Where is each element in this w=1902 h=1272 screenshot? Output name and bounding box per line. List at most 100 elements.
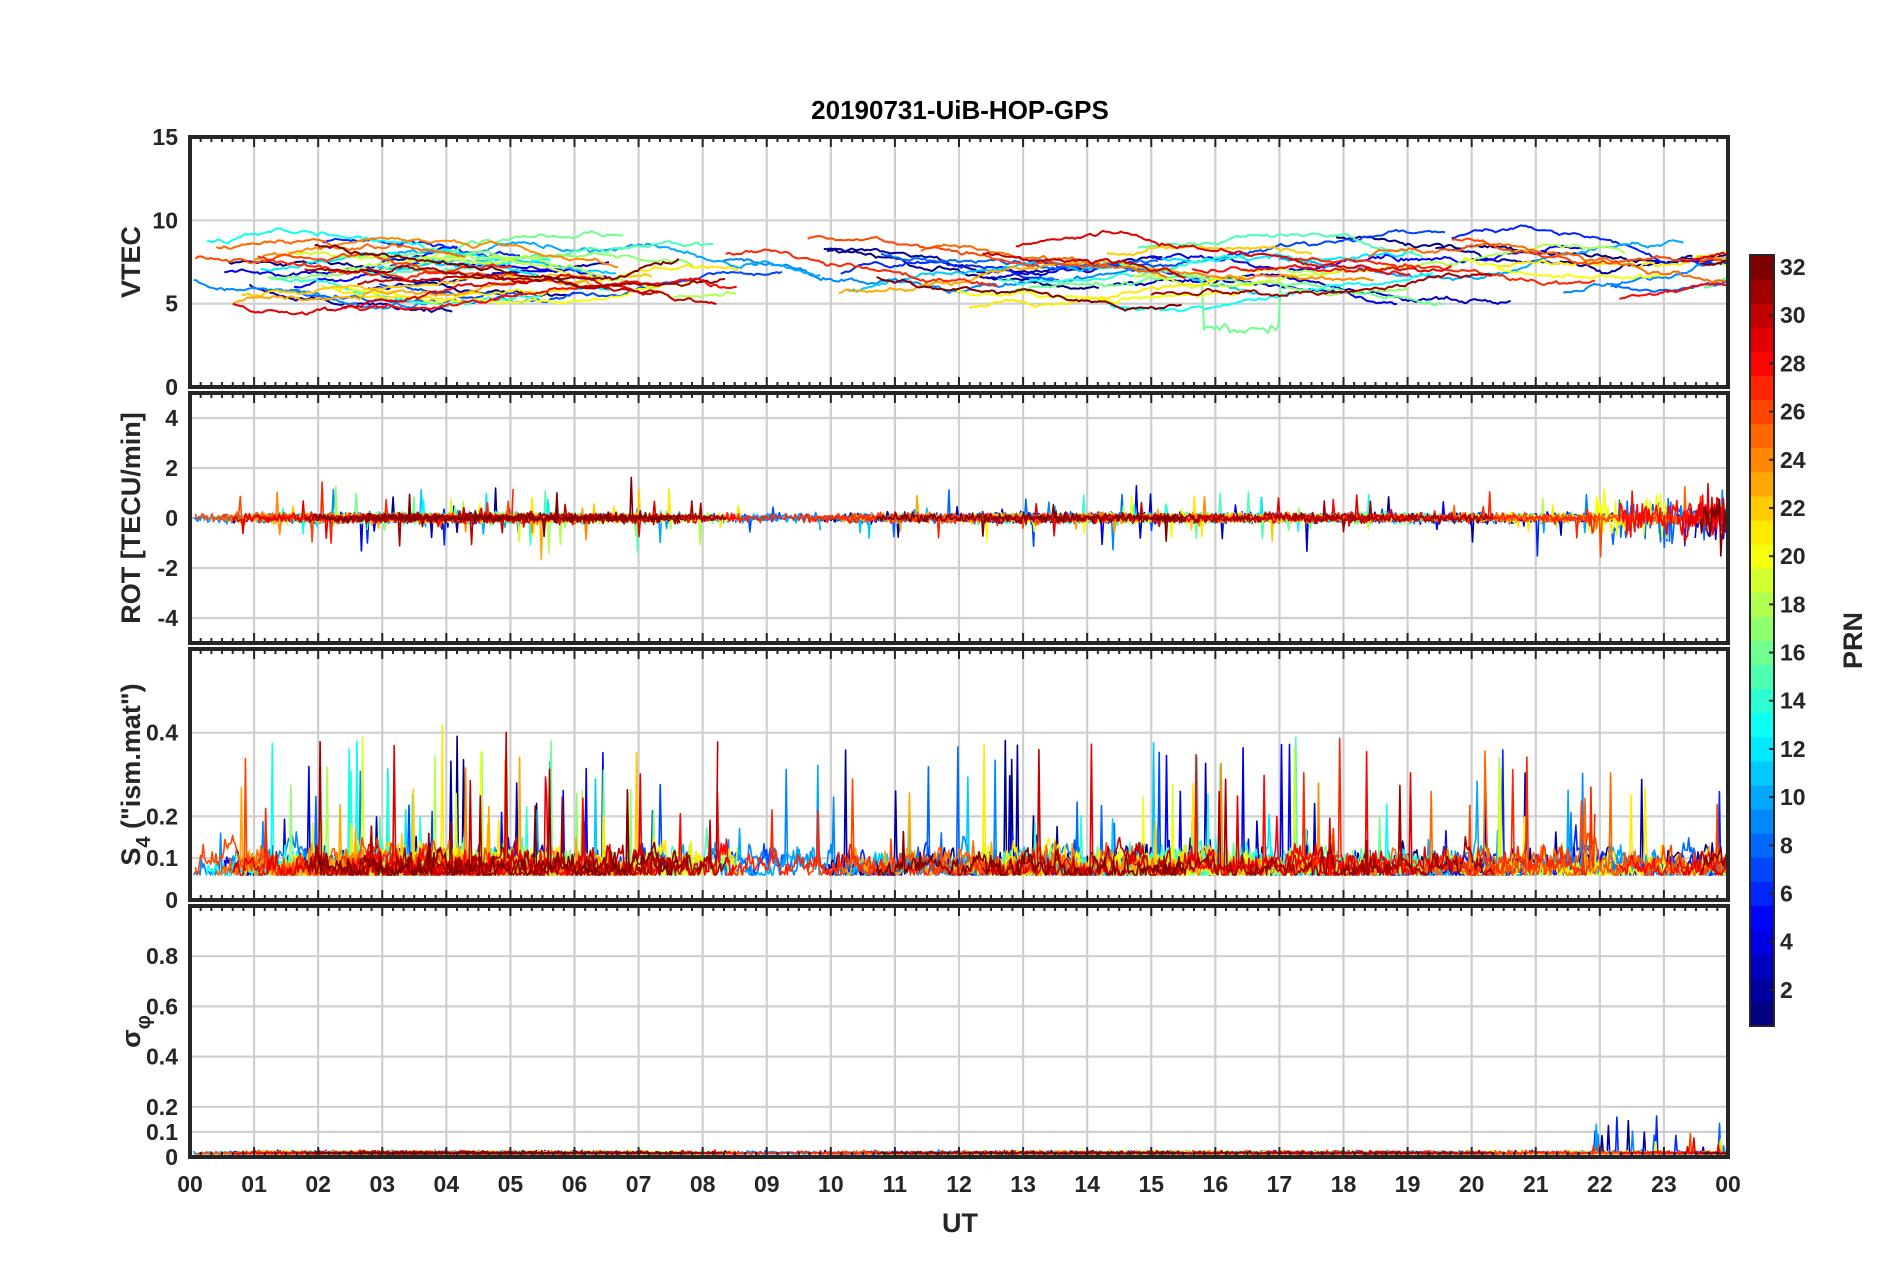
series-line-prn-13: [206, 227, 551, 266]
panel-sigma_phi-ylabel: σφ: [116, 1015, 155, 1048]
x-tick-label: 10: [818, 1171, 844, 1197]
colorbar-tick-label: 20: [1780, 543, 1806, 569]
x-tick-label: 12: [946, 1171, 972, 1197]
series-line-prn-8: [1610, 280, 1727, 293]
colorbar-tick-label: 18: [1780, 591, 1806, 617]
series-line-prn-6: [840, 260, 1059, 282]
panel-rot-ylabel: ROT [TECU/min]: [116, 412, 146, 623]
panel-rot-ytick-label: 0: [165, 505, 178, 531]
series-line-prn-20: [955, 290, 1246, 305]
panel-rot-ytick-label: -4: [158, 605, 179, 631]
series-line-prn-21: [321, 263, 741, 303]
x-tick-label: 11: [883, 1171, 908, 1197]
colorbar-segment: [1750, 712, 1774, 738]
panel-s4: 0 0.1 0.2 0.4S4 ("ism.mat"): [116, 647, 1730, 913]
series-line-prn-31: [1150, 500, 1494, 533]
panel-vtec-ytick-label: 10: [152, 207, 178, 233]
colorbar-tick-label: 32: [1780, 254, 1806, 280]
colorbar-label: PRN: [1838, 612, 1868, 669]
series-line-prn-29: [1680, 251, 1728, 263]
series-line-prn-28: [1618, 851, 1728, 876]
panel-vtec-ytick-label: 15: [152, 124, 178, 150]
colorbar-segment: [1750, 857, 1774, 882]
series-line-prn-31: [1150, 778, 1495, 876]
x-tick-label: 05: [498, 1171, 524, 1197]
series-line-prn-32: [314, 476, 681, 538]
colorbar-tick-label: 16: [1780, 640, 1806, 666]
series-line-prn-22: [1106, 244, 1312, 257]
panel-sigma_phi-ytick-label: 0.6: [146, 993, 178, 1019]
panel-s4-ytick-label: 0.1: [146, 845, 178, 871]
x-tick-label: 08: [690, 1171, 716, 1197]
panel-vtec-ticks: [189, 137, 1729, 387]
series-line-prn-32: [875, 830, 1184, 876]
series-line-prn-16: [1006, 272, 1443, 335]
series-line-prn-27: [725, 511, 999, 539]
series-line-prn-25: [1368, 242, 1728, 284]
panel-sigma_phi-ytick-label: 0.4: [146, 1044, 178, 1070]
panel-rot-series: [193, 476, 1728, 561]
colorbar-segment: [1750, 327, 1774, 352]
panel-sigma_phi-ytick-label: 0.1: [146, 1119, 178, 1145]
panel-s4-ytick-label: 0.4: [146, 720, 178, 746]
colorbar-segment: [1750, 520, 1774, 545]
series-line-prn-27: [1289, 491, 1596, 539]
colorbar-segment: [1750, 423, 1774, 449]
series-line-prn-30: [982, 251, 1186, 280]
panel-sigma_phi-ytick-label: 0.8: [146, 943, 178, 969]
series-line-prn-32: [1700, 259, 1727, 266]
x-tick-label: 18: [1331, 1171, 1357, 1197]
panel-vtec-series: [193, 224, 1728, 335]
panel-sigma_phi-ytick-label: 0.2: [146, 1094, 178, 1120]
x-tick-label: 15: [1138, 1171, 1164, 1197]
panel-sigma_phi-ticks: [189, 906, 1729, 1157]
series-line-prn-28: [1619, 282, 1728, 300]
x-tick-label: 06: [562, 1171, 588, 1197]
x-tick-label: 00: [1715, 1171, 1741, 1197]
series-line-prn-32: [1699, 498, 1728, 557]
x-tick-label: 16: [1203, 1171, 1229, 1197]
colorbar-segment: [1750, 953, 1774, 979]
x-tick-label: 09: [754, 1171, 780, 1197]
x-tick-label: 01: [241, 1171, 267, 1197]
panel-s4-ylabel: S4 ("ism.mat"): [116, 683, 155, 865]
series-line-prn-29: [1015, 494, 1454, 537]
panel-rot-ticks: [189, 393, 1729, 643]
colorbar-segment: [1750, 471, 1774, 497]
series-line-prn-22: [241, 272, 653, 298]
series-line-prn-20: [1462, 257, 1666, 280]
panel-rot: -4 -2 0 2 4 ROT [TECU/min]: [116, 391, 1730, 645]
x-tick-label: 19: [1395, 1171, 1421, 1197]
colorbar-tick-label: 8: [1780, 832, 1793, 858]
colorbar-tick-label: 30: [1780, 302, 1806, 328]
colorbar-tick-label: 4: [1780, 929, 1793, 955]
panel-s4-ytick-label: 0: [165, 887, 178, 913]
colorbar-tick-label: 14: [1780, 688, 1806, 714]
colorbar-tick-label: 22: [1780, 495, 1806, 521]
panel-vtec-ylabel: VTEC: [116, 226, 146, 298]
colorbar-tick-label: 24: [1780, 447, 1806, 473]
x-tick-label: 14: [1074, 1171, 1100, 1197]
series-line-prn-32: [875, 503, 1184, 543]
colorbar-segment: [1750, 1001, 1774, 1027]
x-tick-label: 04: [434, 1171, 460, 1197]
colorbar-tick-label: 10: [1780, 784, 1806, 810]
series-line-prn-19: [1132, 266, 1354, 290]
x-axis-label: UT: [942, 1208, 978, 1238]
series-line-prn-7: [379, 270, 783, 304]
series-line-prn-26: [194, 252, 516, 279]
colorbar-tick-label: 26: [1780, 399, 1806, 425]
series-line-prn-32: [314, 244, 680, 281]
series-line-prn-31: [1150, 272, 1493, 298]
series-line-prn-26: [1451, 237, 1727, 266]
colorbar-segment: [1750, 375, 1774, 401]
series-line-prn-14: [270, 277, 548, 308]
series-line-prn-32: [313, 788, 681, 876]
series-line-prn-27: [725, 248, 998, 287]
series-line-prn-18: [1242, 243, 1626, 275]
series-line-prn-32: [1699, 846, 1728, 876]
colorbar-tick-label: 28: [1780, 350, 1806, 376]
